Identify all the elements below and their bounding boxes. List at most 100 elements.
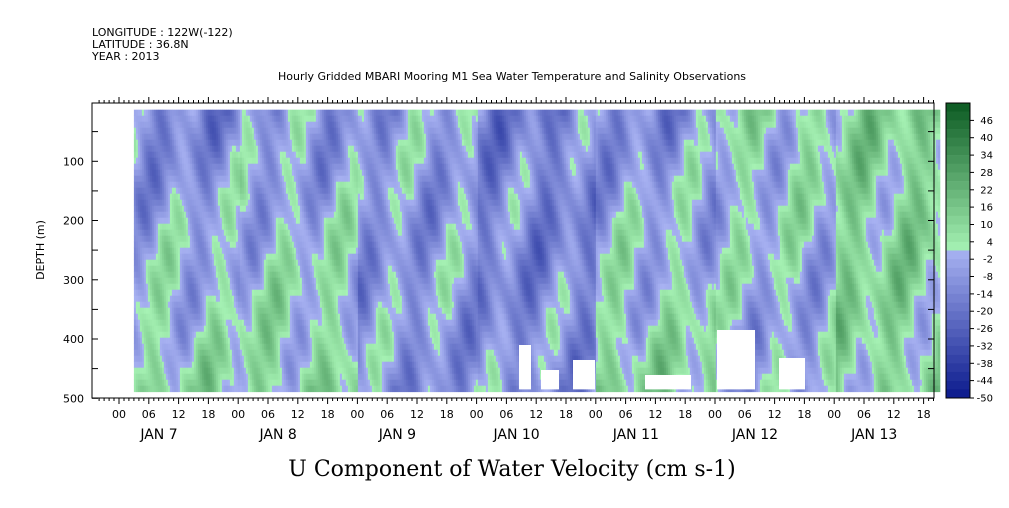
heatmap-cell xyxy=(167,109,171,117)
heatmap-cell xyxy=(149,379,153,387)
heatmap-cell xyxy=(133,301,137,309)
heatmap-cell xyxy=(149,169,153,177)
heatmap-cell xyxy=(141,163,145,171)
heatmap-cell xyxy=(175,385,179,393)
heatmap-cell xyxy=(241,145,245,153)
heatmap-cell xyxy=(143,121,147,129)
heatmap-cell xyxy=(153,379,157,387)
heatmap-cell xyxy=(139,145,143,153)
heatmap-cell xyxy=(155,337,159,345)
heatmap-cell xyxy=(175,325,179,333)
heatmap-cell xyxy=(225,283,229,291)
heatmap-cell xyxy=(147,145,151,153)
heatmap-cell xyxy=(159,313,163,321)
heatmap-cell xyxy=(139,265,143,273)
heatmap-cell xyxy=(191,301,195,309)
heatmap-cell xyxy=(153,151,157,159)
heatmap-cell xyxy=(151,181,155,189)
heatmap-cell xyxy=(217,163,221,171)
heatmap-cell xyxy=(167,211,171,219)
heatmap-cell xyxy=(233,343,237,351)
heatmap-cell xyxy=(219,259,223,267)
heatmap-cell xyxy=(205,337,209,345)
heatmap-cell xyxy=(175,295,179,303)
heatmap-cell xyxy=(203,379,207,387)
heatmap-cell xyxy=(205,331,209,339)
heatmap-cell xyxy=(189,379,193,387)
heatmap-cell xyxy=(191,385,195,393)
heatmap-cell xyxy=(217,199,221,207)
heatmap-cell xyxy=(239,295,243,303)
heatmap-cell xyxy=(155,283,159,291)
heatmap-cell xyxy=(139,331,143,339)
heatmap-cell xyxy=(177,325,181,333)
heatmap-cell xyxy=(157,187,161,195)
heatmap-cell xyxy=(159,325,163,333)
heatmap-cell xyxy=(143,115,147,123)
heatmap-cell xyxy=(177,343,181,351)
heatmap-cell xyxy=(165,247,169,255)
heatmap-cell xyxy=(157,319,161,327)
heatmap-cell xyxy=(151,193,155,201)
heatmap-cell xyxy=(147,175,151,183)
heatmap-cell xyxy=(241,211,245,219)
heatmap-cell xyxy=(191,133,195,141)
heatmap-cell xyxy=(231,235,235,243)
heatmap-cell xyxy=(165,157,169,165)
heatmap-cell xyxy=(191,265,195,273)
heatmap-cell xyxy=(133,169,137,177)
heatmap-cell xyxy=(181,109,185,117)
heatmap-cell xyxy=(239,301,243,309)
heatmap-cell xyxy=(235,367,239,375)
heatmap-cell xyxy=(223,175,227,183)
heatmap-cell xyxy=(219,229,223,237)
heatmap-cell xyxy=(161,325,165,333)
heatmap-cell xyxy=(155,145,159,153)
heatmap-cell xyxy=(201,133,205,141)
heatmap-cell xyxy=(209,181,213,189)
heatmap-cell xyxy=(239,313,243,321)
heatmap-cell xyxy=(199,187,203,195)
heatmap-cell xyxy=(149,277,153,285)
heatmap-cell xyxy=(241,199,245,207)
heatmap-cell xyxy=(147,157,151,165)
heatmap-cell xyxy=(165,229,169,237)
heatmap-cell xyxy=(193,127,197,135)
heatmap-cell xyxy=(183,241,187,249)
heatmap-cell xyxy=(209,265,213,273)
heatmap-cell xyxy=(149,301,153,309)
heatmap-cell xyxy=(193,223,197,231)
heatmap-cell xyxy=(211,181,215,189)
heatmap-cell xyxy=(133,319,137,327)
heatmap-cell xyxy=(147,247,151,255)
heatmap-cell xyxy=(205,253,209,261)
heatmap-cell xyxy=(135,199,139,207)
heatmap-cell xyxy=(217,127,221,135)
heatmap-cell xyxy=(187,121,191,129)
heatmap-cell xyxy=(243,145,247,153)
heatmap-cell xyxy=(233,367,237,375)
heatmap-cell xyxy=(235,331,239,339)
heatmap-cell xyxy=(193,139,197,147)
heatmap-cell xyxy=(135,217,139,225)
heatmap-cell xyxy=(185,223,189,231)
heatmap-cell xyxy=(149,199,153,207)
heatmap-cell xyxy=(137,337,141,345)
heatmap-cell xyxy=(203,151,207,159)
heatmap-cell xyxy=(151,373,155,381)
heatmap-cell xyxy=(179,229,183,237)
heatmap-cell xyxy=(209,169,213,177)
heatmap-cell xyxy=(221,343,225,351)
heatmap-cell xyxy=(235,199,239,207)
heatmap-cell xyxy=(233,313,237,321)
heatmap-cell xyxy=(137,157,141,165)
heatmap-cell xyxy=(167,241,171,249)
heatmap-cell xyxy=(163,211,167,219)
heatmap-cell xyxy=(233,379,237,387)
heatmap-cell xyxy=(147,349,151,357)
heatmap-cell xyxy=(163,307,167,315)
heatmap-cell xyxy=(185,283,189,291)
heatmap-cell xyxy=(173,259,177,267)
heatmap-cell xyxy=(187,379,191,387)
heatmap-cell xyxy=(175,289,179,297)
